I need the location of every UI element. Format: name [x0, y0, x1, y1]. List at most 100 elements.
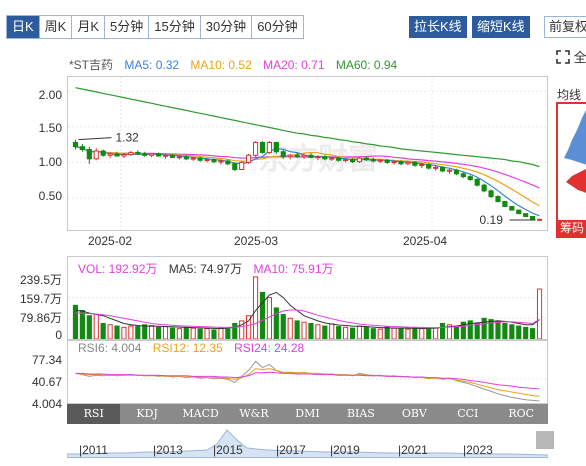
candle-body [536, 218, 543, 221]
volume-bar [176, 328, 182, 340]
candle-body [446, 169, 453, 172]
candle-body [419, 164, 425, 167]
navigator-handle[interactable] [536, 431, 554, 449]
ma10-legend: MA10: 0.52 [190, 58, 252, 72]
candle-body [391, 161, 397, 164]
navigator-year-tick: | [79, 443, 83, 457]
period-tab[interactable]: 5分钟 [105, 16, 150, 38]
candle-body [190, 157, 196, 160]
ma20-legend: MA20: 0.71 [263, 58, 325, 72]
navigator-year-tick: | [398, 443, 402, 457]
time-navigator[interactable] [66, 424, 549, 459]
candle-body [246, 154, 252, 163]
chip-distribution-panel[interactable] [556, 102, 586, 238]
candle-body [322, 156, 328, 160]
period-tab[interactable]: 30分钟 [200, 16, 253, 38]
volume-bar [419, 328, 425, 340]
candle-body [225, 160, 231, 165]
kline-panel[interactable]: 东方财富 1.32 0.19 [67, 76, 548, 231]
volume-bar [433, 327, 439, 340]
ma-side-label: 均线 [557, 88, 582, 102]
indicator-tab[interactable]: DMI [295, 407, 320, 420]
volume-tick: 239.5万 [19, 273, 62, 287]
indicator-tab[interactable]: KDJ [136, 407, 158, 420]
low-price-label: 0.19 [480, 213, 504, 227]
navigator-year-tick: | [276, 443, 280, 457]
candle-body [453, 169, 459, 175]
vol-ma10-line [75, 309, 540, 329]
volume-bar [536, 288, 543, 340]
ma60-line [75, 87, 540, 168]
stock-name: *ST吉药 [69, 58, 114, 72]
candle-body [211, 159, 217, 163]
period-tab[interactable]: 日K [7, 16, 40, 38]
candle-body [502, 201, 508, 208]
candle-body [308, 154, 314, 158]
candle-body [405, 161, 411, 165]
candle-body [460, 173, 466, 178]
candle-body [426, 164, 432, 169]
volume-bar [259, 291, 266, 340]
candle-body [474, 178, 480, 186]
candle-body [343, 159, 349, 162]
volume-bar [225, 328, 231, 340]
candle-body [232, 163, 238, 171]
fullscreen-button[interactable]: 全 [556, 47, 586, 65]
period-tab[interactable]: 15分钟 [149, 16, 201, 38]
rsi-panel[interactable] [67, 340, 548, 404]
volume-bar [121, 326, 127, 340]
navigator-year-label: 2013 [156, 443, 183, 457]
candle-body [79, 146, 85, 151]
candle-body [169, 154, 176, 158]
navigator-year-label: 2011 [82, 443, 108, 457]
candle-body [135, 151, 141, 155]
candle-body [149, 153, 155, 156]
candle-body [128, 151, 134, 156]
indicator-tab[interactable]: W&R [239, 407, 269, 420]
candle-body [287, 154, 293, 158]
indicator-tab[interactable]: OBV [401, 407, 427, 420]
forward-adjust-select[interactable]: 前复权 [544, 16, 586, 38]
volume-bar [114, 325, 120, 340]
rsi6-value: RSI6: 4.004 [78, 341, 142, 355]
volume-bar [301, 321, 307, 340]
candle-body [239, 161, 245, 171]
rsi-chart [68, 360, 547, 402]
price-tick: 1.00 [38, 155, 62, 169]
shrink-kline-button[interactable]: 缩短K线 [472, 16, 530, 38]
volume-legend: VOL: 192.92万 MA5: 74.97万 MA10: 75.91万 [78, 260, 342, 277]
rsi12-line [75, 368, 540, 397]
candle-body [370, 159, 376, 162]
indicator-tab[interactable]: RSI [67, 404, 121, 424]
stretch-kline-button[interactable]: 拉长K线 [409, 16, 467, 38]
indicator-tab[interactable]: CCI [457, 407, 479, 420]
volume-panel[interactable] [67, 256, 548, 340]
candle-body [516, 209, 522, 215]
indicator-tab[interactable]: MACD [182, 407, 219, 420]
rsi24-line [75, 371, 540, 390]
candle-body [467, 176, 473, 180]
volume-bar [93, 313, 99, 340]
volume-bar [502, 322, 508, 340]
navigator-year-label: 2021 [401, 443, 428, 457]
volume-bar [162, 326, 169, 340]
navigator-year: |2015 [213, 443, 243, 457]
date-tick: 2025-03 [234, 234, 279, 248]
period-tab[interactable]: 周K [39, 16, 73, 38]
candle-body [294, 154, 300, 158]
navigator-graphic [66, 429, 549, 459]
candle-body [156, 153, 162, 157]
period-tabs: 日K 周K 月K 5分钟 15分钟 30分钟 60分钟 [6, 15, 304, 39]
indicator-tab[interactable]: ROC [508, 407, 535, 420]
candle-body [398, 161, 404, 165]
candle-body [218, 160, 224, 163]
volume-bar [218, 327, 224, 340]
volume-bar [232, 322, 238, 340]
volume-bar [190, 327, 196, 340]
rsi12-value: RSI12: 12.35 [152, 341, 223, 355]
chip-tab[interactable]: 筹码 [558, 220, 586, 236]
period-tab[interactable]: 60分钟 [252, 16, 303, 38]
period-tab[interactable]: 月K [72, 16, 106, 38]
candle-body [197, 157, 203, 161]
indicator-tab[interactable]: BIAS [346, 407, 375, 420]
